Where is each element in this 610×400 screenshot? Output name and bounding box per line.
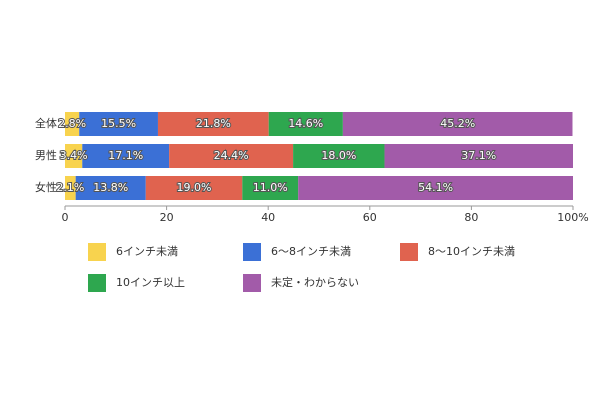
legend-label: 8～10インチ未満 <box>428 245 515 258</box>
legend-label: 6インチ未満 <box>116 245 178 258</box>
value-label: 17.1% <box>108 149 143 162</box>
value-label: 2.8% <box>58 117 86 130</box>
legend-swatch <box>400 243 418 261</box>
y-tick-label: 全体 <box>35 116 57 130</box>
bar-segment <box>242 176 299 200</box>
value-label: 14.6% <box>288 117 323 130</box>
x-tick-label: 40 <box>261 211 275 224</box>
value-label: 24.4% <box>214 149 249 162</box>
bar-segment <box>157 112 269 136</box>
bar-segment <box>298 176 573 200</box>
legend-swatch <box>243 243 261 261</box>
bar-segment <box>268 112 343 136</box>
value-label: 21.8% <box>196 117 231 130</box>
bar-segment <box>75 176 146 200</box>
bar-segment <box>82 144 170 168</box>
legend-label: 未定・わからない <box>271 275 359 289</box>
x-tick-label: 60 <box>363 211 377 224</box>
x-tick-label: 0 <box>62 211 69 224</box>
bar-segment <box>342 112 573 136</box>
legend-swatch <box>243 274 261 292</box>
legend-swatch <box>88 243 106 261</box>
legend-swatch <box>88 274 106 292</box>
value-label: 3.4% <box>60 149 88 162</box>
bar-segment <box>145 176 243 200</box>
bar-segment <box>169 144 294 168</box>
bar-segment <box>293 144 385 168</box>
bar-segment <box>65 112 80 136</box>
bar-segment <box>79 112 158 136</box>
value-label: 19.0% <box>177 181 212 194</box>
bar-segment <box>65 144 83 168</box>
value-label: 15.5% <box>101 117 136 130</box>
value-label: 2.1% <box>56 181 84 194</box>
legend-label: 6～8インチ未満 <box>271 245 351 258</box>
x-tick-label: 80 <box>464 211 478 224</box>
legend-label: 10インチ以上 <box>116 276 185 289</box>
bar-segment <box>384 144 573 168</box>
y-tick-label: 男性 <box>35 148 57 162</box>
value-label: 37.1% <box>461 149 496 162</box>
value-label: 11.0% <box>253 181 288 194</box>
value-label: 18.0% <box>321 149 356 162</box>
x-tick-label: 20 <box>160 211 174 224</box>
y-tick-label: 女性 <box>35 180 57 194</box>
bar-segment <box>65 176 76 200</box>
value-label: 54.1% <box>418 181 453 194</box>
value-label: 45.2% <box>440 117 475 130</box>
x-tick-label: 100% <box>557 211 588 224</box>
value-label: 13.8% <box>93 181 128 194</box>
